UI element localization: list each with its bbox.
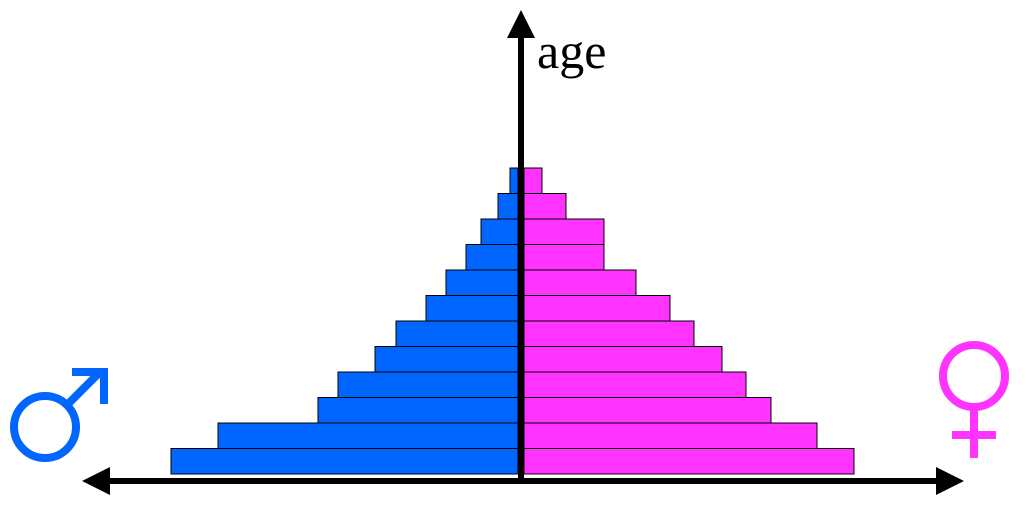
female-symbol-icon [939,341,1009,458]
female-bar [523,320,695,347]
female-bar [523,371,747,398]
female-bar [523,244,605,271]
y-axis-up-arrow [507,10,535,38]
x-axis-left-arrow [82,467,110,495]
male-symbol-icon [10,368,108,462]
female-bar [523,346,723,373]
female-bar [523,295,671,322]
female-bar [523,269,637,296]
male-bar [497,193,519,220]
male-bar [445,269,519,296]
female-bar [523,167,543,194]
male-bar [395,320,519,347]
female-bar [523,448,855,475]
female-bar [523,397,772,424]
y-axis-label: age [537,23,606,79]
female-bar [523,422,818,449]
female-bars [523,167,855,475]
male-bar [425,295,519,322]
male-bar [509,167,519,194]
male-bar [374,346,519,373]
male-bar [317,397,519,424]
male-bar [465,244,519,271]
female-bar [523,193,567,220]
male-bar [480,218,519,245]
male-bars [170,167,519,475]
male-bar [170,448,519,475]
female-bar [523,218,605,245]
x-axis-right-arrow [936,467,964,495]
male-bar [217,422,519,449]
male-bar [337,371,519,398]
